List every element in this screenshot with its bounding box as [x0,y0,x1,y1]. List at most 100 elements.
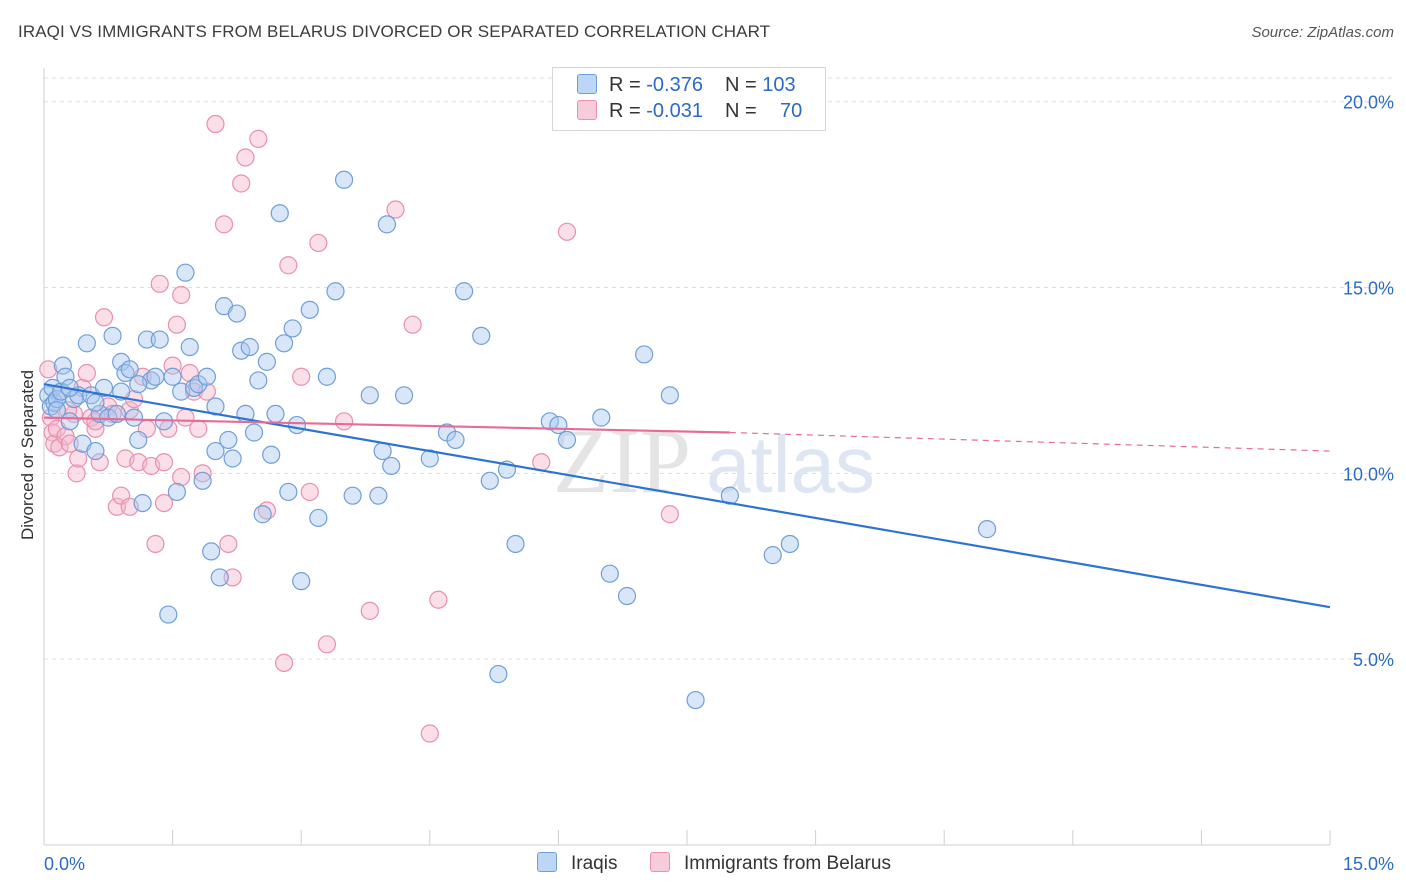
data-point [236,148,255,167]
trend-lines [43,383,1331,609]
data-point [50,438,69,457]
data-point [172,467,191,487]
x-tick-label: 0.0% [44,854,85,874]
data-point [53,356,72,375]
data-point [244,423,264,442]
data-point [377,215,397,234]
data-point [270,204,289,223]
legend-r-value: -0.376 [646,74,703,96]
watermark-zip: ZIP [553,410,691,512]
data-point [167,482,186,502]
legend-swatch-iraqis [537,852,557,872]
legend-item-belarus[interactable]: Immigrants from Belarus [650,852,891,875]
data-point [67,464,86,483]
data-point [214,215,234,234]
data-point [420,724,439,743]
data-point [300,300,319,319]
data-point [300,482,319,502]
data-point [274,334,294,353]
data-point [279,256,298,275]
data-point [176,263,195,282]
trend-line-belarus [43,416,730,434]
data-point [403,315,422,334]
legend-swatch-pink [577,100,597,120]
data-point [167,315,186,334]
data-point [47,401,66,420]
data-point [154,453,174,472]
data-point [129,430,148,450]
data-point [266,404,285,424]
data-point [317,367,337,386]
y-tick-label: 20.0% [1343,93,1394,113]
data-point [549,415,568,435]
data-point [150,274,169,293]
data-point [373,441,392,461]
data-point [557,430,577,450]
legend-n-label: N = [724,100,763,122]
data-point [292,572,311,591]
y-tick-label: 15.0% [1343,279,1394,299]
data-point [60,434,79,453]
data-point [326,282,345,301]
data-point [193,464,212,483]
data-point [334,170,354,189]
data-point [86,393,105,412]
legend-r-label: R = [609,74,647,96]
data-point [489,664,508,684]
legend-label-iraqis: Iraqis [571,853,618,874]
data-point [77,334,96,353]
legend-label-belarus: Immigrants from Belarus [684,853,891,874]
axes [43,68,1331,846]
legend-item-iraqis[interactable]: Iraqis [537,852,617,875]
data-point [163,367,182,386]
data-point [592,408,611,427]
data-point [394,386,414,405]
data-point [172,285,191,305]
data-point [977,520,997,539]
data-point [472,326,491,345]
data-point [86,419,105,438]
data-point [124,408,144,427]
data-point [249,371,268,390]
data-point [219,430,238,450]
data-point [660,386,679,405]
data-point [180,337,199,357]
data-point [159,605,178,624]
data-point [429,590,448,609]
data-point [39,360,58,379]
data-point [223,568,242,587]
trend-line-belarus-extension [729,431,1331,452]
legend-r-label: R = [609,100,647,122]
source-label: Source: ZipAtlas.com [1251,24,1394,41]
data-point [189,419,208,438]
data-point [600,564,619,583]
data-point [309,233,328,253]
data-point [240,337,259,357]
correlation-legend: R = -0.376 N = 103 R = -0.031 N = 70 [552,67,826,131]
data-point [146,534,165,554]
data-point [202,542,221,561]
data-point [154,493,174,513]
tick-labels: 5.0% 10.0% 15.0% 20.0% 0.0% 15.0% [44,93,1394,874]
data-point [232,174,251,193]
data-point [287,415,307,435]
data-point [150,330,169,349]
data-point [86,441,105,461]
data-point [446,430,465,450]
data-point [249,129,268,148]
data-point [206,114,225,134]
data-point [90,453,109,472]
data-point [763,546,782,565]
legend-n-value: 70 [779,100,803,122]
data-point [193,471,212,490]
data-point [94,378,114,397]
legend-swatch-blue [577,74,597,94]
data-point [210,568,229,587]
data-point [219,534,238,554]
data-point [56,367,75,386]
data-point [129,375,148,394]
data-point [133,493,152,513]
chart-title: IRAQI VS IMMIGRANTS FROM BELARUS DIVORCE… [18,22,771,41]
data-point [317,635,337,654]
